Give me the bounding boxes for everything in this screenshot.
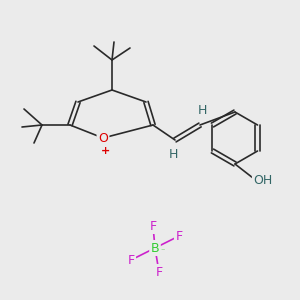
Text: F: F	[155, 266, 163, 278]
Text: OH: OH	[254, 173, 273, 187]
Text: +: +	[101, 146, 111, 156]
Text: F: F	[128, 254, 135, 266]
Text: ⁻: ⁻	[161, 247, 165, 256]
Text: F: F	[149, 220, 157, 232]
Text: O: O	[98, 131, 108, 145]
Text: H: H	[197, 104, 207, 118]
Text: H: H	[168, 148, 178, 160]
Text: F: F	[176, 230, 183, 242]
Text: B: B	[151, 242, 159, 254]
